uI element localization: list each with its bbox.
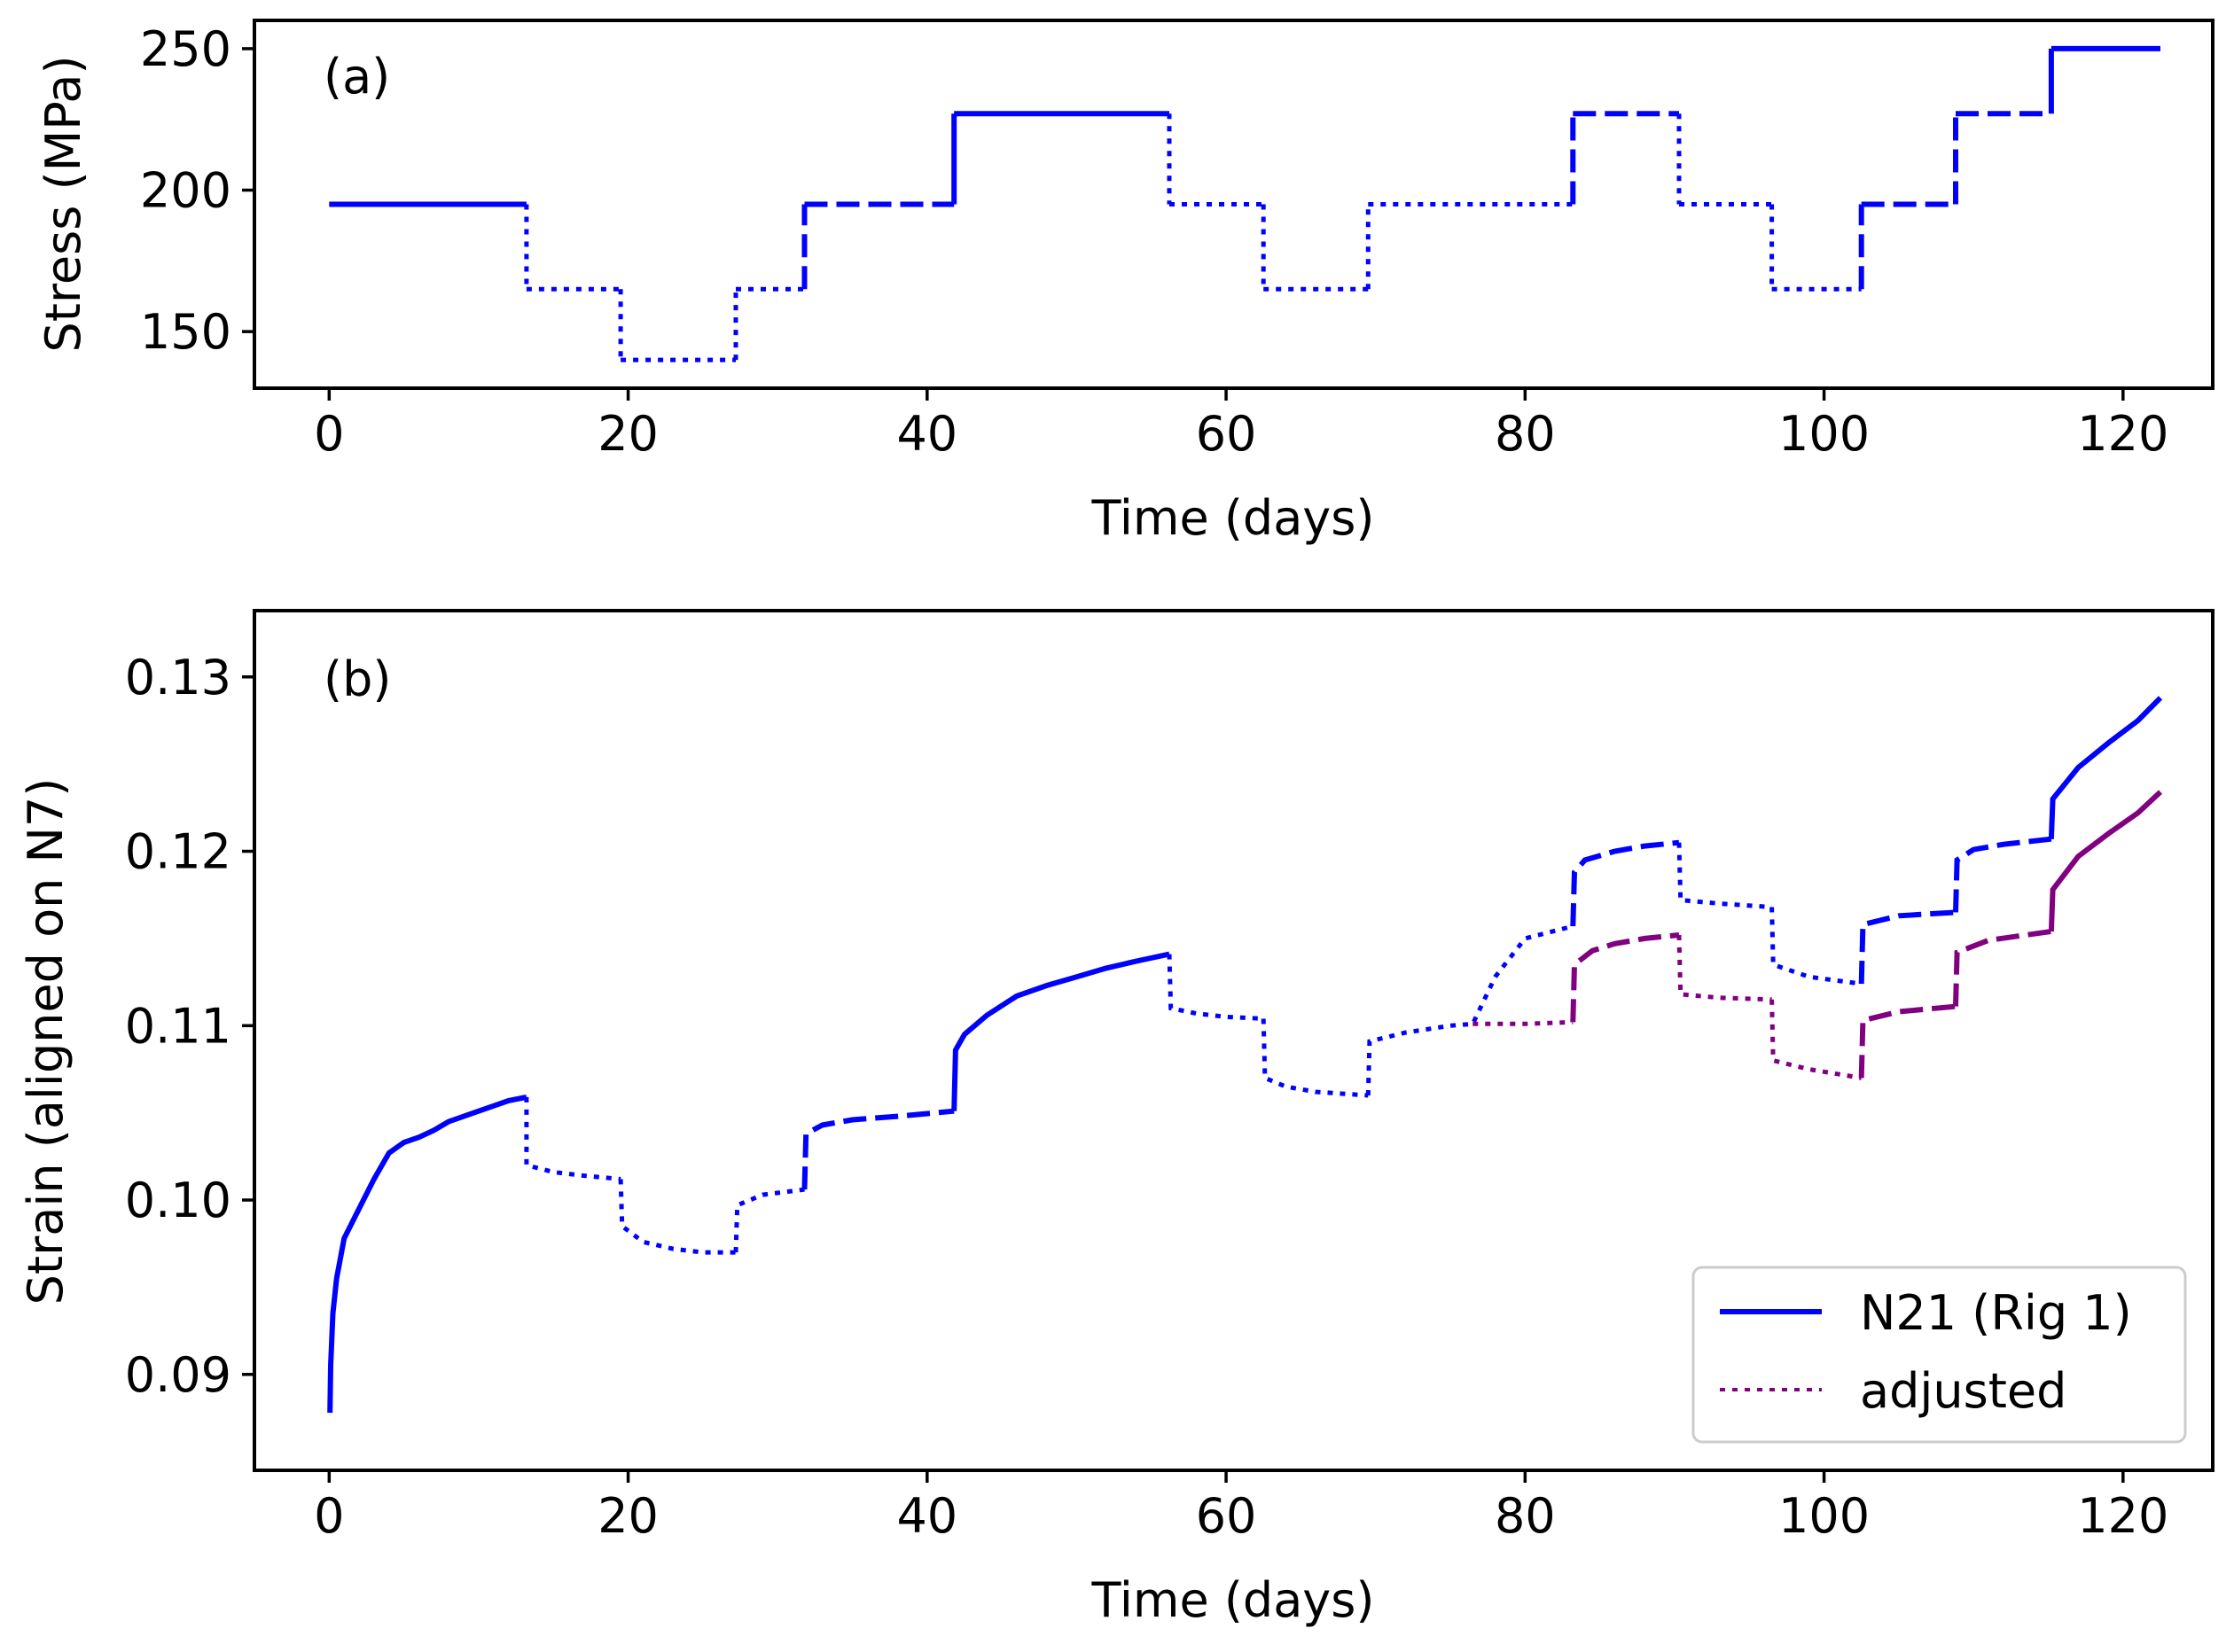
panel-b-series-1	[524, 1096, 621, 1181]
panel-b-series-18	[1769, 999, 1863, 1080]
panel-a-x-tick-label: 80	[1495, 406, 1556, 462]
panel-a-stress: 0 20 40 60 80 100 120 150 200 250 (a) Time (days…	[35, 19, 2214, 546]
panel-a-y-tick-label: 150	[140, 304, 231, 360]
panel-b-y-tick-label: 0.12	[125, 824, 231, 880]
panel-b-y-ticks: 0.09 0.10 0.11 0.12 0.13	[125, 650, 254, 1403]
panel-b-series-16	[1570, 932, 1680, 1023]
panel-b-x-tick-label: 60	[1196, 1488, 1257, 1544]
panel-b-x-tick-label: 100	[1778, 1488, 1870, 1544]
panel-a-x-axis-label: Time (days)	[1091, 490, 1375, 546]
panel-b-series-9	[1570, 839, 1680, 927]
panel-b-series-21	[2048, 790, 2163, 932]
legend-label-adjusted: adjusted	[1860, 1363, 2066, 1419]
panel-b-series-5	[951, 951, 1170, 1111]
panel-a-x-tick-label: 120	[2077, 406, 2168, 462]
panel-b-series-0	[327, 1094, 527, 1414]
panel-b-x-tick-label: 120	[2077, 1488, 2168, 1544]
panel-a-frame	[253, 19, 2214, 390]
panel-b-series-6	[1167, 954, 1264, 1021]
panel-b-series-2	[618, 1179, 736, 1255]
panel-b-y-tick-label: 0.13	[125, 650, 231, 705]
panel-a-x-tick-label: 100	[1778, 406, 1870, 462]
panel-b-series-19	[1858, 1003, 1957, 1079]
panel-b-series-15	[1472, 1019, 1574, 1026]
panel-a-x-tick-label: 60	[1196, 406, 1257, 462]
panel-b-y-tick-label: 0.09	[125, 1347, 231, 1403]
panel-b-label: (b)	[324, 651, 391, 707]
panel-b-x-tick-label: 80	[1495, 1488, 1556, 1544]
panel-b-y-axis-label: Strain (aligned on N7)	[18, 778, 74, 1305]
panel-b-series-8	[1365, 923, 1574, 1096]
panel-b-series-17	[1676, 934, 1772, 1002]
legend-label-n21: N21 (Rig 1)	[1860, 1285, 2132, 1341]
panel-b-x-axis-label: Time (days)	[1091, 1572, 1375, 1628]
panel-a-y-tick-label: 250	[140, 21, 231, 77]
panel-a-x-ticks: 0 20 40 60 80 100 120	[314, 388, 2168, 462]
panel-b-series-7	[1261, 1018, 1369, 1098]
panel-b-y-tick-label: 0.11	[125, 998, 231, 1054]
panel-b-series-14	[2048, 696, 2163, 839]
panel-a-x-tick-label: 20	[598, 406, 659, 462]
panel-b-series-12	[1858, 909, 1957, 985]
panel-b-series-10	[1676, 842, 1772, 909]
panel-a-y-tick-label: 200	[140, 163, 231, 219]
panel-b-series-13	[1953, 836, 2052, 913]
panel-b-series-20	[1953, 929, 2052, 1007]
panel-a-x-tick-label: 40	[896, 406, 957, 462]
panel-b-frame	[253, 609, 2214, 1472]
panel-b-series-4	[801, 1108, 955, 1190]
panel-b-x-tick-label: 20	[598, 1488, 659, 1544]
panel-b-x-tick-label: 0	[314, 1488, 344, 1544]
panel-a-y-axis-label: Stress (MPa)	[35, 55, 91, 352]
panel-a-label: (a)	[324, 49, 390, 105]
panel-b-y-tick-label: 0.10	[125, 1173, 231, 1228]
panel-b-strain: 0 20 40 60 80 100 120 0.09 0.10 0.11 0.12 0.13 (b)…	[18, 609, 2214, 1628]
panel-a-series	[329, 45, 2160, 362]
panel-b-series-11	[1769, 907, 1863, 986]
panel-b-series-3	[733, 1187, 805, 1253]
panel-b-x-ticks: 0 20 40 60 80 100 120	[314, 1470, 2168, 1544]
legend: N21 (Rig 1) adjusted	[1691, 1266, 2187, 1444]
panel-a-y-ticks: 150 200 250	[140, 21, 254, 360]
panel-b-series	[327, 696, 2163, 1414]
panel-b-x-tick-label: 40	[896, 1488, 957, 1544]
panel-a-x-tick-label: 0	[314, 406, 344, 462]
